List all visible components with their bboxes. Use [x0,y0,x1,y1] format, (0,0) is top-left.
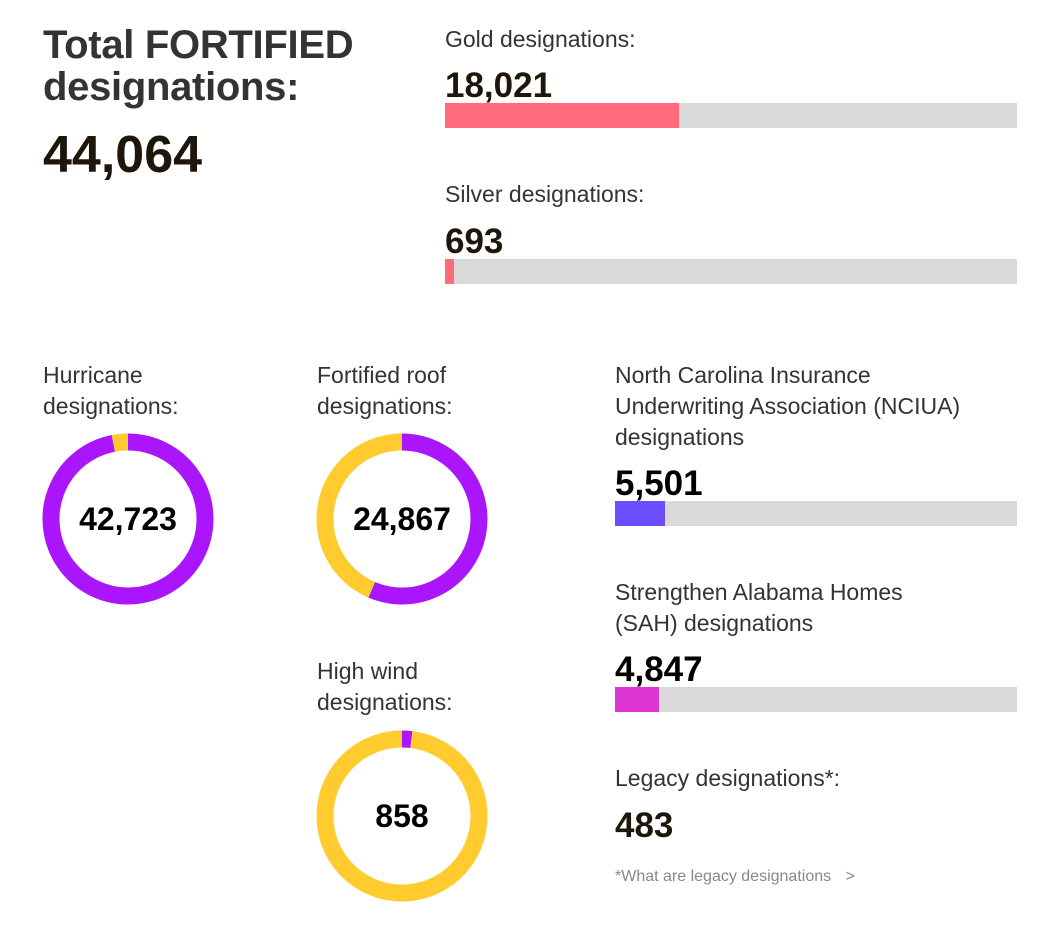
nciua-label-line-2: Underwriting Association (NCIUA) [615,393,961,419]
sah-bar-fill [615,687,660,712]
high-wind-donut [316,730,488,902]
high-wind-label: High wind designations: [317,656,453,718]
hurricane-donut [42,433,214,605]
hurricane-donut-value: 42,723 [79,501,177,537]
nciua-bar-fill [615,501,666,526]
silver-bar-track [445,259,1017,284]
slice-other [316,433,403,598]
nciua-bar-track [615,501,1017,526]
sah-bar-track [615,687,1017,712]
silver-label: Silver designations: [445,181,645,207]
nciua-label-line-1: North Carolina Insurance [615,362,871,388]
slice-other [111,433,129,452]
slice-hurricane [42,433,214,605]
sah-label-line-2: (SAH) designations [615,610,814,636]
slice-high-wind [401,730,413,749]
legacy-info-link[interactable]: *What are legacy designations > [615,868,855,886]
silver-bar-fill [445,259,454,284]
gold-bar-fill [445,103,679,128]
slice-other [316,730,488,902]
hurricane-label-line-2: designations: [43,393,179,419]
high-wind-donut-value: 858 [375,798,429,834]
high-wind-label-line-2: designations: [317,689,453,715]
nciua-label-line-3: designations [615,424,745,450]
chevron-right-icon: > [845,868,855,885]
legacy-info-link-text: *What are legacy designations [615,868,832,885]
legacy-label: Legacy designations*: [615,765,841,791]
fortified-roof-donut-value: 24,867 [353,501,451,537]
gold-label: Gold designations: [445,26,636,52]
fortified-roof-donut [316,433,488,605]
title-line-1: Total FORTIFIED [43,23,354,67]
fortified-roof-label: Fortified roof designations: [317,360,453,422]
gold-bar-track [445,103,1017,128]
nciua-label: North Carolina Insurance Underwriting As… [615,360,960,453]
hurricane-label: Hurricane designations: [43,360,179,422]
gold-value: 18,021 [445,66,553,105]
slice-fortified-roof [368,433,488,605]
sah-value: 4,847 [615,650,703,689]
nciua-value: 5,501 [615,464,703,503]
legacy-value: 483 [615,806,674,845]
sah-label: Strengthen Alabama Homes (SAH) designati… [615,577,903,639]
high-wind-label-line-1: High wind [317,658,418,684]
hurricane-label-line-1: Hurricane [43,362,143,388]
sah-label-line-1: Strengthen Alabama Homes [615,579,903,605]
total-designations-value: 44,064 [43,126,203,184]
title-line-2: designations: [43,65,300,109]
silver-value: 693 [445,222,504,261]
fortified-roof-label-line-1: Fortified roof [317,362,447,388]
fortified-roof-label-line-2: designations: [317,393,453,419]
page-title: Total FORTIFIED designations: [43,23,354,109]
